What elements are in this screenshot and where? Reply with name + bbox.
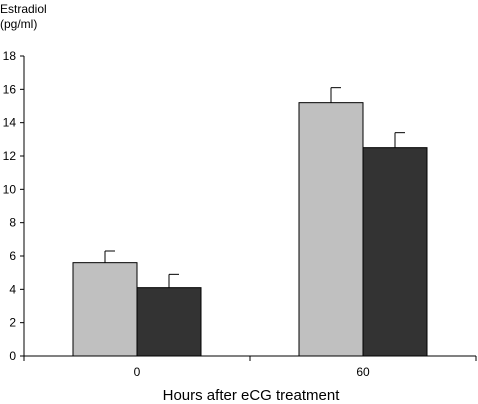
bar (362, 147, 428, 357)
y-tick-label: 8 (9, 216, 16, 230)
y-axis-label-line2: (pg/ml) (0, 17, 38, 31)
y-axis-label-line1: Estradiol (0, 2, 47, 16)
y-tick-label: 18 (3, 49, 17, 63)
bar (72, 262, 138, 357)
x-tick-label: 0 (134, 365, 141, 379)
x-axis-label: Hours after eCG treatment (163, 387, 341, 404)
bar (136, 287, 202, 357)
bars (72, 102, 428, 357)
error-bars (104, 87, 405, 288)
y-tick-label: 4 (9, 282, 16, 296)
y-tick-label: 14 (3, 116, 17, 130)
y-tick-label: 16 (3, 82, 17, 96)
y-tick-label: 2 (9, 316, 16, 330)
bar (298, 102, 364, 357)
y-tick-label: 12 (3, 149, 17, 163)
x-tick-label: 60 (356, 365, 370, 379)
y-tick-label: 10 (3, 182, 17, 196)
y-tick-label: 6 (9, 249, 16, 263)
y-tick-label: 0 (9, 349, 16, 363)
